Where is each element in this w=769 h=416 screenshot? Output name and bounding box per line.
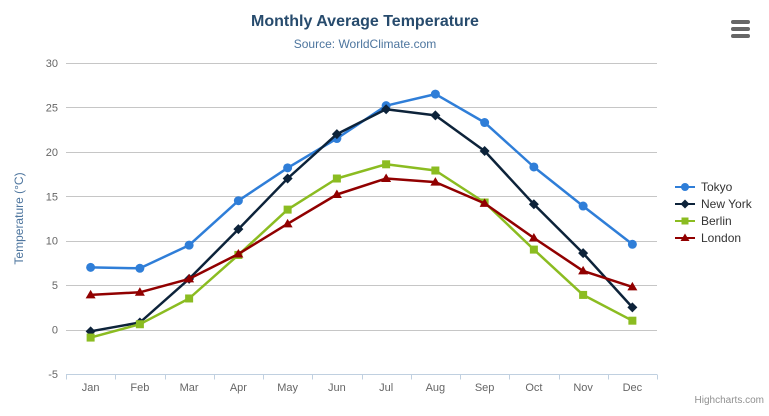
x-axis-label: Aug [426,382,446,394]
chart-context-menu-button[interactable] [726,14,754,38]
chart-title: Monthly Average Temperature [251,13,479,30]
menu-bar [730,27,750,31]
series-line [89,177,634,297]
data-point-marker[interactable] [578,265,589,275]
y-axis-label: 25 [46,102,58,114]
data-point-marker[interactable] [381,104,392,115]
data-point-marker[interactable] [431,166,440,175]
data-point-marker[interactable] [184,240,194,250]
legend-item-new-york[interactable]: New York [674,195,752,212]
series-line [89,107,634,333]
data-point-marker[interactable] [86,262,96,272]
data-point-marker[interactable] [233,224,244,235]
x-axis-label: Nov [573,382,593,394]
data-point-marker[interactable] [184,273,195,283]
legend-item-tokyo[interactable]: Tokyo [674,178,752,195]
data-point-marker[interactable] [381,173,392,183]
data-point-marker[interactable] [479,145,490,156]
data-point-marker[interactable] [480,118,490,128]
hamburger-menu-icon [730,20,750,38]
x-axis-label: Feb [130,382,149,394]
data-point-marker[interactable] [529,245,538,254]
data-point-marker[interactable] [134,287,145,296]
data-point-marker[interactable] [528,199,539,210]
data-point-marker[interactable] [680,233,690,241]
y-axis-label: 20 [46,147,58,159]
x-axis-label: May [277,382,298,394]
data-point-marker[interactable] [283,163,293,173]
series-london [85,173,638,299]
x-axis-label: Sep [475,382,495,394]
circle-legend-marker-icon [675,182,695,191]
data-point-marker[interactable] [331,189,342,199]
data-point-marker[interactable] [430,177,441,186]
data-point-marker[interactable] [578,248,589,259]
data-point-marker[interactable] [283,205,292,214]
data-point-marker[interactable] [627,302,638,313]
data-point-marker[interactable] [282,218,293,228]
x-axis-label: Dec [623,382,643,394]
x-axis-label: Oct [525,382,542,394]
data-point-marker[interactable] [430,110,441,121]
data-point-marker[interactable] [627,239,637,249]
x-axis-label: Apr [230,382,247,394]
data-point-marker[interactable] [382,160,391,169]
y-axis-label: 30 [46,58,58,70]
data-point-marker[interactable] [628,316,637,325]
legend-label: Berlin [701,213,732,228]
data-point-marker[interactable] [627,281,638,291]
y-axis-title: Temperature (°C) [12,172,26,264]
square-legend-marker-icon [675,217,695,224]
legend-label: Tokyo [701,179,733,194]
series-new-york [85,104,638,337]
diamond-legend-marker-icon [675,199,695,208]
menu-bar [730,34,750,38]
legend-item-london[interactable]: London [674,229,752,246]
series-tokyo [86,89,637,273]
data-point-marker[interactable] [135,320,144,329]
triangle-legend-marker-icon [675,233,695,241]
y-axis-label: 10 [46,236,58,248]
x-axis-label: Jul [379,382,393,394]
data-point-marker[interactable] [86,333,95,342]
data-point-marker[interactable] [680,199,690,208]
data-point-marker[interactable] [185,294,194,303]
data-point-marker[interactable] [332,174,341,183]
legend-label: New York [701,196,752,211]
legend-item-berlin[interactable]: Berlin [674,212,752,229]
y-axis-label: 5 [52,280,58,292]
data-point-marker[interactable] [681,217,689,224]
data-point-marker[interactable] [331,129,342,140]
data-point-marker[interactable] [479,198,490,207]
y-axis-label: -5 [48,369,58,381]
y-axis-label: 0 [52,325,58,337]
y-axis-label: 15 [46,191,58,203]
credits-link[interactable]: Highcharts.com [694,395,764,406]
series-line [89,163,634,339]
data-point-marker[interactable] [135,263,145,273]
series-line [89,92,634,270]
chart-subtitle: Source: WorldClimate.com [293,37,437,51]
x-axis-label: Jan [82,382,100,394]
data-point-marker[interactable] [579,290,588,299]
x-axis-label: Jun [328,382,346,394]
data-point-marker[interactable] [529,162,539,172]
data-point-marker[interactable] [430,89,440,99]
menu-bar [730,20,750,24]
data-point-marker[interactable] [681,182,689,191]
data-point-marker[interactable] [282,173,293,184]
legend: Tokyo New York Berlin London [674,178,752,246]
legend-label: London [701,230,742,245]
x-axis-label: Mar [180,382,199,394]
data-point-marker[interactable] [233,249,244,258]
data-point-marker[interactable] [85,289,96,299]
data-point-marker[interactable] [578,201,588,211]
data-point-marker[interactable] [528,233,539,242]
data-point-marker[interactable] [233,196,243,206]
